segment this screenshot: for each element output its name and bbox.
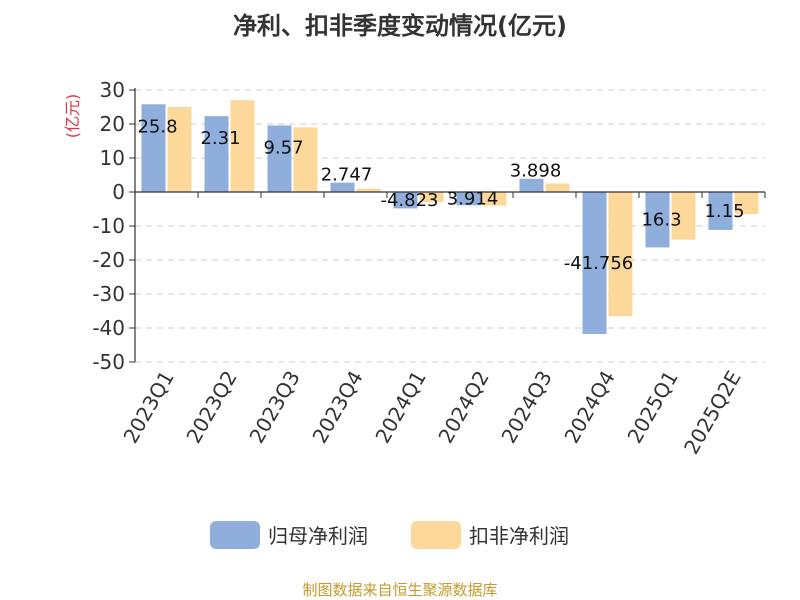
legend-label-net-profit: 归母净利润	[268, 524, 368, 548]
y-tick-label: 10	[100, 146, 125, 170]
data-label: 16.3	[641, 210, 681, 231]
x-tick-label: 2023Q1	[118, 367, 178, 448]
bar-net-profit-2025Q1	[645, 192, 670, 248]
bar-deducted-profit-2023Q2	[230, 100, 255, 192]
bar-net-profit-2023Q3	[267, 125, 292, 192]
bar-net-profit-2023Q2	[204, 116, 229, 192]
axes	[134, 88, 766, 362]
bar-net-profit-2023Q1	[141, 104, 166, 192]
chart-title: 净利、扣非季度变动情况(亿元)	[233, 12, 567, 40]
y-tick-label: -20	[92, 248, 125, 272]
y-tick-label: -50	[92, 350, 125, 374]
bar-deducted-profit-2024Q2	[482, 192, 507, 206]
bar-net-profit-2024Q1	[393, 192, 418, 209]
bar-net-profit-2024Q4	[582, 192, 607, 334]
y-tick-label: -10	[92, 214, 125, 238]
y-axis-ticks: 30 20 10 0 -10 -20 -30 -40 -50	[92, 78, 135, 374]
x-tick-label: 2023Q4	[307, 367, 367, 448]
x-tick-label: 2024Q3	[496, 367, 556, 448]
data-label: 9.57	[263, 137, 303, 158]
bar-deducted-profit-2025Q2E	[734, 192, 759, 215]
bar-net-profit-2023Q4	[330, 182, 355, 192]
x-tick-label: 2023Q2	[181, 367, 241, 448]
data-labels: 25.8 2.31 9.57 2.747 -4.823 3.914 3.898 -41.756…	[137, 116, 744, 274]
x-tick-label: 2023Q3	[244, 367, 304, 448]
bar-deducted-profit-2024Q3	[545, 183, 570, 192]
bar-net-profit-2024Q3	[519, 178, 544, 192]
data-label: 2.747	[321, 165, 373, 186]
data-label: 1.15	[704, 201, 744, 222]
data-label: -41.756	[564, 253, 633, 274]
legend-swatch-net-profit	[210, 521, 260, 549]
x-tick-label: 2024Q2	[433, 367, 493, 448]
x-tick-label: 2025Q1	[622, 367, 682, 448]
bars	[141, 100, 759, 334]
bar-deducted-profit-2024Q1	[419, 192, 444, 203]
x-tick-label: 2024Q1	[370, 367, 430, 448]
y-tick-label: 20	[100, 112, 125, 136]
bar-net-profit-2025Q2E	[708, 192, 733, 230]
data-label: 3.914	[447, 189, 499, 210]
y-tick-label: 0	[112, 180, 125, 204]
y-unit-label: (亿元)	[63, 94, 82, 139]
bar-deducted-profit-2023Q3	[293, 127, 318, 192]
bar-deducted-profit-2023Q1	[167, 107, 192, 192]
bar-deducted-profit-2025Q1	[671, 192, 696, 240]
source-note: 制图数据来自恒生聚源数据库	[302, 581, 497, 599]
y-tick-label: -40	[92, 316, 125, 340]
legend-label-deducted-profit: 扣非净利润	[469, 524, 569, 548]
x-tick-label: 2024Q4	[559, 367, 619, 448]
x-tick-label: 2025Q2E	[679, 367, 746, 459]
x-axis-ticks: 2023Q1 2023Q2 2023Q3 2023Q4 2024Q1 2024Q2 2024…	[118, 367, 745, 459]
y-tick-label: -30	[92, 282, 125, 306]
y-tick-label: 30	[100, 78, 125, 102]
bar-net-profit-2024Q2	[456, 192, 481, 206]
data-label: 3.898	[510, 161, 562, 182]
data-label: 25.8	[137, 116, 177, 137]
legend-swatch-deducted-profit	[411, 521, 461, 549]
data-label: -4.823	[380, 190, 438, 211]
bar-deducted-profit-2024Q4	[608, 192, 633, 317]
bar-deducted-profit-2023Q4	[356, 188, 381, 192]
legend: 归母净利润 扣非净利润	[210, 521, 569, 549]
data-label: 2.31	[200, 128, 240, 149]
